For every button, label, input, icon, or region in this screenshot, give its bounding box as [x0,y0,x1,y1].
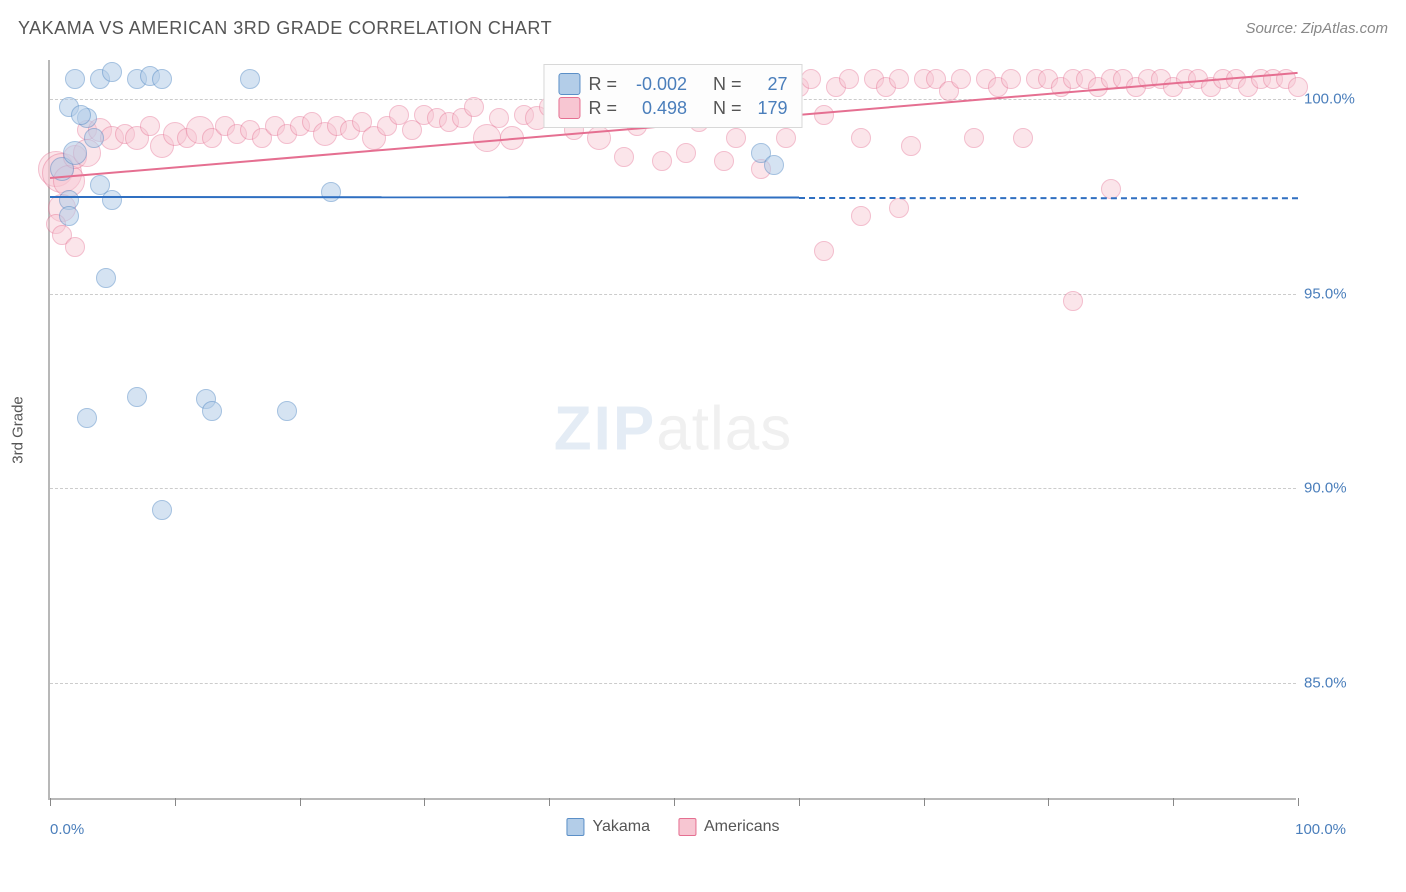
scatter-chart: 85.0%90.0%95.0%100.0%0.0%100.0%ZIPatlasR… [48,60,1296,800]
legend-r-value: 0.498 [625,98,687,119]
y-tick-label: 85.0% [1304,675,1404,692]
americans-point [65,237,85,257]
yakama-point [63,141,87,165]
americans-point [1288,77,1308,97]
americans-point [964,128,984,148]
y-tick-label: 95.0% [1304,285,1404,302]
americans-point [801,69,821,89]
x-tick [300,798,301,806]
americans-point [889,198,909,218]
series-legend-item: Yakama [566,818,650,836]
series-legend: Yakama Americans [566,818,779,836]
x-axis-label-max: 100.0% [1295,821,1346,838]
americans-point [776,128,796,148]
x-tick [549,798,550,806]
americans-point [489,108,509,128]
americans-point [652,151,672,171]
yakama-point [84,128,104,148]
yakama-point [102,62,122,82]
americans-point [140,116,160,136]
americans-point [714,151,734,171]
legend-row: R = 0.498 N = 179 [558,97,787,119]
gridline [50,294,1296,295]
americans-point [614,147,634,167]
gridline [50,488,1296,489]
chart-title: YAKAMA VS AMERICAN 3RD GRADE CORRELATION… [18,18,552,39]
x-tick [674,798,675,806]
americans-point [839,69,859,89]
x-axis-label-min: 0.0% [50,821,84,838]
legend-r-label: R = [588,74,617,95]
series-legend-label: Americans [704,818,780,836]
americans-point [889,69,909,89]
americans-point [726,128,746,148]
y-tick-label: 90.0% [1304,480,1404,497]
x-tick [424,798,425,806]
legend-swatch [558,73,580,95]
source-attribution: Source: ZipAtlas.com [1245,20,1388,37]
americans-point [951,69,971,89]
legend-n-value: 27 [750,74,788,95]
yakama-point [321,182,341,202]
x-tick [1173,798,1174,806]
x-tick [924,798,925,806]
yakama-point [65,69,85,89]
yakama-point [59,206,79,226]
yakama-point [277,401,297,421]
series-legend-label: Yakama [592,818,650,836]
yakama-trendline [50,196,799,198]
legend-r-label: R = [588,98,617,119]
correlation-legend: R = -0.002 N = 27 R = 0.498 N = 179 [543,64,802,128]
legend-row: R = -0.002 N = 27 [558,73,787,95]
yakama-point [240,69,260,89]
series-legend-swatch [566,818,584,836]
americans-point [814,105,834,125]
x-tick [1048,798,1049,806]
americans-point [901,136,921,156]
americans-point [676,143,696,163]
y-tick-label: 100.0% [1304,90,1404,107]
yakama-point [102,190,122,210]
yakama-point [152,69,172,89]
legend-n-label: N = [713,98,742,119]
yakama-point [71,105,91,125]
americans-point [814,241,834,261]
series-legend-item: Americans [678,818,780,836]
yakama-point [96,268,116,288]
americans-point [851,128,871,148]
yakama-point [202,401,222,421]
x-tick [175,798,176,806]
americans-point [851,206,871,226]
americans-point [1101,179,1121,199]
x-tick [799,798,800,806]
series-legend-swatch [678,818,696,836]
legend-r-value: -0.002 [625,74,687,95]
legend-n-value: 179 [750,98,788,119]
watermark: ZIPatlas [554,394,792,465]
x-tick [1298,798,1299,806]
legend-swatch [558,97,580,119]
x-tick [50,798,51,806]
americans-point [464,97,484,117]
americans-point [1063,291,1083,311]
yakama-trendline-extrapolated [799,197,1298,199]
yakama-point [152,500,172,520]
legend-n-label: N = [713,74,742,95]
gridline [50,683,1296,684]
yakama-point [127,387,147,407]
americans-point [1013,128,1033,148]
yakama-point [764,155,784,175]
americans-point [1001,69,1021,89]
yakama-point [77,408,97,428]
y-axis-title: 3rd Grade [10,396,27,464]
